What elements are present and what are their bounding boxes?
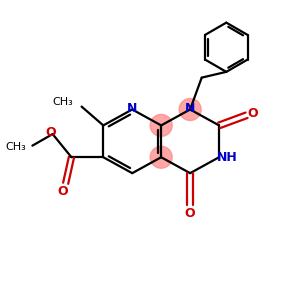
- Text: N: N: [127, 101, 137, 115]
- Circle shape: [179, 98, 201, 121]
- Text: O: O: [185, 207, 195, 220]
- Text: CH₃: CH₃: [6, 142, 27, 152]
- Circle shape: [150, 114, 172, 136]
- Circle shape: [150, 146, 172, 168]
- Text: O: O: [248, 107, 258, 120]
- Text: CH₃: CH₃: [52, 97, 73, 107]
- Text: O: O: [46, 126, 56, 139]
- Text: N: N: [185, 102, 195, 116]
- Text: NH: NH: [217, 151, 238, 164]
- Text: O: O: [57, 185, 68, 198]
